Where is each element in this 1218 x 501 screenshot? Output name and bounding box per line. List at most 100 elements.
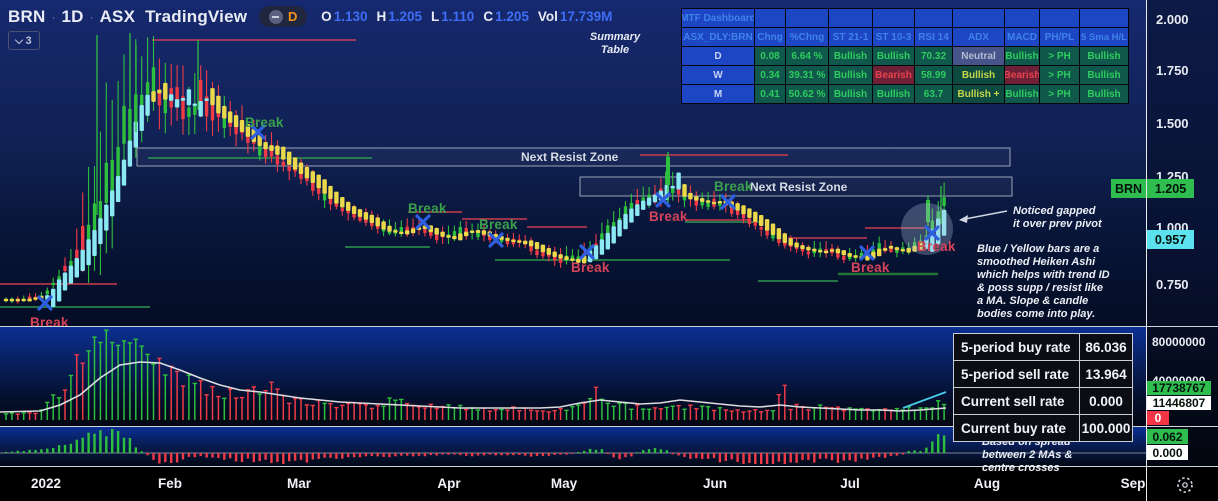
time-axis-label[interactable]: Feb	[157, 476, 183, 491]
symbol-header: BRN · 1D · ASX TradingView D O 1.130 H 1.205 L…	[8, 6, 612, 27]
chart-canvas[interactable]	[0, 0, 1146, 467]
time-axis-label[interactable]: Mar	[286, 476, 312, 491]
resist-zone-label: Next Resist Zone	[521, 150, 619, 164]
ohlc-values: O 1.130 H 1.205 L 1.110 C 1.205 Vol 17.739M	[321, 9, 612, 24]
resist-zone-boxes	[136, 147, 1013, 197]
rate-row-value: 13.964	[1080, 361, 1132, 387]
price-tick-label: 0.750	[1156, 277, 1189, 292]
mtf-cell: > PH	[1040, 66, 1079, 84]
mtf-empty-cell	[953, 9, 1004, 27]
mtf-column-header: PH/PL	[1040, 28, 1079, 46]
last-price-tag: 1.205	[1147, 179, 1194, 198]
mtf-cell: 0.41	[755, 85, 785, 103]
mtf-row-label: M	[682, 85, 754, 103]
mtf-dashboard-table: MTF Dashboard ASX_DLY:BRN Chng %Chng ST 21-1…	[681, 8, 1129, 104]
rate-row-label: Current sell rate	[954, 388, 1079, 414]
mtf-row-label: D	[682, 47, 754, 65]
volume-tick-label: 80000000	[1152, 335, 1206, 349]
mtf-column-header: ASX_DLY:BRN	[682, 28, 754, 46]
rate-row-label: Current buy rate	[954, 415, 1079, 441]
indicator-value-tag: 0.062	[1147, 429, 1188, 444]
time-axis-label[interactable]: May	[550, 476, 578, 491]
mtf-cell: Bearish	[873, 66, 914, 84]
rate-row-value: 0.000	[1080, 388, 1132, 414]
mtf-cell: 39.31 %	[786, 66, 828, 84]
mtf-empty-cell	[1040, 9, 1079, 27]
ohlc-item: C 1.205	[483, 9, 529, 24]
mtf-title-cell: MTF Dashboard	[682, 9, 754, 27]
volume-readout: Vol 17.739M	[537, 9, 613, 24]
mtf-column-header: 5 Sma H/L	[1080, 28, 1128, 46]
break-label: Break	[714, 179, 753, 194]
mtf-empty-cell	[755, 9, 785, 27]
break-label: Break	[30, 315, 69, 330]
pane-separator[interactable]	[0, 326, 1218, 327]
mtf-cell: Bullish	[1080, 85, 1128, 103]
mtf-empty-cell	[829, 9, 872, 27]
resist-zone-label: Next Resist Zone	[750, 179, 848, 194]
time-axis-label[interactable]: Sep	[1120, 476, 1146, 491]
mtf-cell: 70.32	[915, 47, 952, 65]
gap-annotation: Noticed gapped it over prev pivot	[1013, 205, 1102, 230]
mtf-empty-cell	[915, 9, 952, 27]
mtf-cell: Bullish	[1005, 85, 1039, 103]
exchange-label[interactable]: ASX	[99, 6, 136, 26]
interval-badge[interactable]: D	[259, 6, 308, 27]
mtf-empty-cell	[1005, 9, 1039, 27]
gap-arrow	[959, 210, 1008, 223]
mtf-cell: Bullish	[953, 66, 1004, 84]
interval-label[interactable]: 1D	[61, 6, 84, 26]
symbol-price-tag: BRN	[1111, 179, 1146, 198]
mtf-cell: 6.64 %	[786, 47, 828, 65]
indicator-count: 3	[25, 34, 32, 47]
rate-row-value: 100.000	[1080, 415, 1132, 441]
time-axis-label[interactable]: Jul	[840, 476, 860, 491]
break-label: Break	[571, 260, 610, 275]
mtf-cell: Bullish	[829, 47, 872, 65]
prev-volume-tag: 11446807	[1147, 396, 1211, 410]
time-axis-row[interactable]	[0, 467, 1218, 501]
mtf-cell: 0.08	[755, 47, 785, 65]
symbol-name[interactable]: BRN	[8, 6, 46, 26]
rate-row-label: 5-period buy rate	[954, 334, 1079, 360]
time-axis-label[interactable]: Jun	[702, 476, 728, 491]
extreme-wicks	[96, 33, 942, 226]
separator-dot: ·	[89, 9, 94, 24]
mtf-cell: Bullish	[829, 85, 872, 103]
mtf-cell: 50.62 %	[786, 85, 828, 103]
macd-histogram	[0, 429, 1146, 464]
mtf-cell: Neutral	[953, 47, 1004, 65]
mtf-cell: 63.7	[915, 85, 952, 103]
break-label: Break	[649, 209, 688, 224]
separator-dot: ·	[51, 9, 56, 24]
secondary-price-tag: 0.957	[1147, 230, 1194, 249]
volume-series	[3, 329, 947, 420]
mtf-cell: > PH	[1040, 85, 1079, 103]
volume-trendline	[902, 391, 947, 409]
gear-icon[interactable]	[1174, 474, 1196, 496]
mtf-empty-cell	[786, 9, 828, 27]
ohlc-item: L 1.110	[431, 9, 475, 24]
pane-separator[interactable]	[0, 426, 1218, 427]
mtf-column-header: MACD	[1005, 28, 1039, 46]
break-label: Break	[408, 201, 447, 216]
mtf-column-header: ST 10-3	[873, 28, 914, 46]
mtf-cell: Bullish	[1080, 66, 1128, 84]
price-tick-label: 2.000	[1156, 12, 1189, 27]
price-tick-label: 1.750	[1156, 63, 1189, 78]
time-axis-label[interactable]: Apr	[437, 476, 461, 491]
time-axis-label[interactable]: Aug	[973, 476, 1001, 491]
collapse-indicators-button[interactable]: 3	[8, 31, 40, 50]
mtf-cell: Bullish	[873, 85, 914, 103]
axis-separator	[0, 466, 1218, 467]
mtf-cell: Bullish	[1080, 47, 1128, 65]
mtf-column-header: ADX	[953, 28, 1004, 46]
daily-badge-letter: D	[287, 9, 298, 24]
mtf-cell: > PH	[1040, 47, 1079, 65]
ohlc-item: H 1.205	[376, 9, 423, 24]
time-axis-label[interactable]: 2022	[30, 476, 62, 491]
mtf-cell: Bearish	[1005, 66, 1039, 84]
chevron-down-icon	[15, 35, 24, 44]
current-volume-tag: 17738767	[1147, 381, 1211, 395]
